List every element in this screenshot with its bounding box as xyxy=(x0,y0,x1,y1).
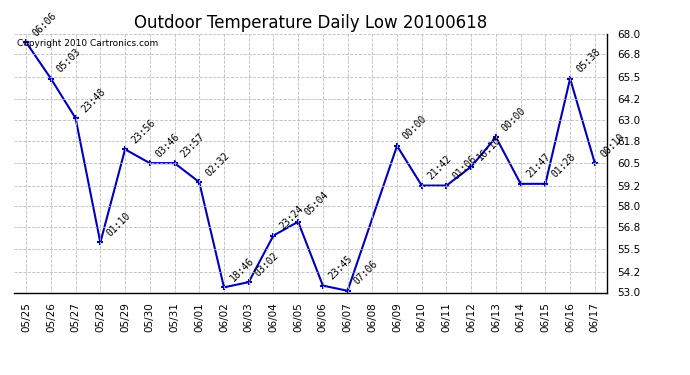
Text: 03:46: 03:46 xyxy=(154,131,181,159)
Text: 06:06: 06:06 xyxy=(30,10,58,38)
Text: 18:46: 18:46 xyxy=(228,255,256,283)
Text: 00:00: 00:00 xyxy=(500,105,528,133)
Text: 01:10: 01:10 xyxy=(104,210,132,238)
Text: 07:06: 07:06 xyxy=(352,259,380,286)
Text: 03:02: 03:02 xyxy=(253,250,281,278)
Text: 23:48: 23:48 xyxy=(80,86,108,114)
Text: 05:04: 05:04 xyxy=(302,190,330,217)
Text: 23:56: 23:56 xyxy=(129,117,157,145)
Text: 16:10: 16:10 xyxy=(475,135,503,162)
Text: 02:32: 02:32 xyxy=(204,150,231,178)
Text: 23:24: 23:24 xyxy=(277,204,306,231)
Text: 21:42: 21:42 xyxy=(426,153,454,182)
Text: 21:47: 21:47 xyxy=(525,152,553,180)
Text: 23:57: 23:57 xyxy=(179,131,206,159)
Text: 01:06: 01:06 xyxy=(451,153,478,182)
Title: Outdoor Temperature Daily Low 20100618: Outdoor Temperature Daily Low 20100618 xyxy=(134,14,487,32)
Text: 00:10: 00:10 xyxy=(599,131,627,159)
Text: 00:00: 00:00 xyxy=(401,114,429,142)
Text: Copyright 2010 Cartronics.com: Copyright 2010 Cartronics.com xyxy=(17,39,158,48)
Text: 05:38: 05:38 xyxy=(574,46,602,74)
Text: 01:28: 01:28 xyxy=(549,152,578,180)
Text: 23:45: 23:45 xyxy=(327,254,355,281)
Text: 05:03: 05:03 xyxy=(55,46,83,74)
